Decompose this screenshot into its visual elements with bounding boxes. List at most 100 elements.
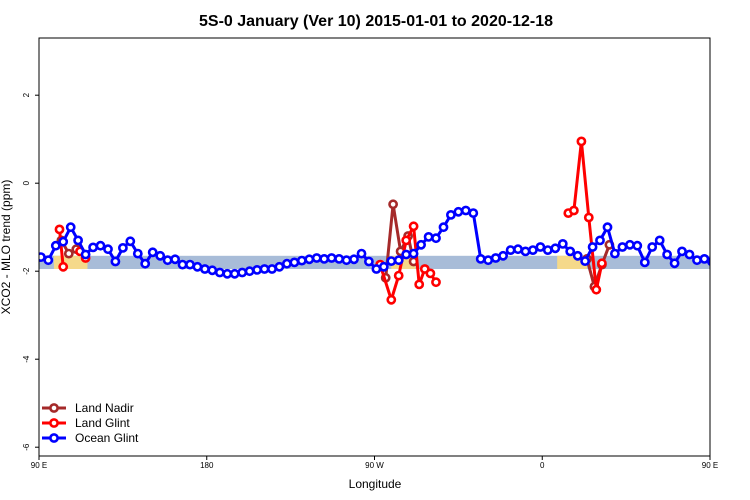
ocean-glint-point	[684, 249, 695, 260]
x-axis-title: Longitude	[349, 477, 402, 491]
land-glint-point	[583, 212, 594, 223]
ocean-glint-point	[445, 209, 456, 220]
legend-marker-ocean-glint	[49, 433, 59, 443]
y-tick-label: 2	[22, 92, 31, 97]
ocean-glint-point	[542, 245, 553, 255]
ocean-glint-point	[386, 256, 397, 266]
y-axis-title: XCO2 - MLO trend (ppm)	[0, 180, 13, 315]
ocean-glint-point	[557, 238, 568, 249]
x-tick-label: 0	[540, 461, 545, 470]
ocean-glint-point	[468, 208, 479, 218]
land-glint-point	[401, 235, 412, 246]
ocean-glint-point	[363, 256, 374, 267]
ocean-glint-point	[572, 250, 583, 261]
ocean-glint-point	[520, 246, 531, 257]
ocean-glint-point	[587, 242, 598, 252]
ocean-glint-point	[326, 253, 337, 263]
ocean-glint-point	[110, 256, 121, 267]
ocean-glint-point	[259, 264, 270, 274]
ocean-glint-point	[393, 255, 404, 266]
ocean-glint-point	[80, 249, 91, 260]
ocean-glint-point	[304, 254, 315, 265]
ocean-glint-point	[65, 222, 76, 233]
ocean-glint-point	[177, 259, 188, 270]
land-glint-point	[58, 261, 69, 272]
ocean-glint-point	[408, 248, 419, 259]
ocean-glint-point	[632, 240, 643, 251]
ocean-glint-point	[88, 242, 98, 253]
ocean-glint-point	[602, 222, 613, 233]
ocean-glint-point	[207, 265, 218, 276]
ocean-glint-point	[125, 236, 136, 247]
ocean-glint-point	[39, 252, 46, 262]
ocean-glint-point	[647, 242, 658, 252]
ocean-glint-point	[692, 255, 702, 266]
land-glint-point	[54, 224, 65, 235]
ocean-glint-point	[662, 249, 672, 260]
ocean-glint-point	[677, 246, 687, 257]
ocean-glint-point	[431, 233, 441, 244]
ocean-glint-point	[252, 264, 262, 275]
ocean-glint-point	[654, 235, 665, 246]
ocean-glint-point	[43, 255, 54, 266]
ocean-glint-point	[498, 250, 508, 261]
ocean-glint-point	[199, 264, 210, 274]
ocean-glint-point	[162, 255, 173, 266]
ocean-glint-point	[140, 258, 151, 269]
y-tick-label: 0	[22, 180, 31, 185]
land-glint-point	[425, 268, 436, 279]
ocean-glint-point	[483, 255, 494, 266]
x-tick-label: 90 W	[365, 461, 384, 470]
ocean-glint-point	[565, 246, 576, 257]
land-glint-line	[58, 229, 65, 267]
ocean-glint-point	[453, 206, 464, 217]
ocean-glint-point	[625, 239, 635, 250]
ocean-glint-point	[423, 231, 434, 242]
ocean-glint-point	[416, 239, 426, 250]
land-glint-point	[576, 136, 587, 147]
ocean-glint-point	[155, 250, 166, 261]
ocean-glint-point	[535, 242, 546, 252]
ocean-glint-point	[617, 242, 628, 252]
ocean-glint-point	[669, 258, 680, 269]
ocean-glint-point	[274, 261, 285, 272]
land-glint-point	[597, 258, 607, 269]
ocean-glint-point	[513, 244, 523, 255]
ocean-glint-point	[214, 267, 225, 278]
ocean-glint-point	[610, 248, 620, 259]
ocean-glint-point	[639, 257, 650, 268]
ocean-glint-point	[170, 254, 180, 265]
legend-marker-land-nadir	[49, 403, 59, 413]
ocean-glint-point	[595, 235, 605, 246]
y-tick-label: -4	[22, 355, 31, 363]
ocean-glint-point	[378, 261, 389, 272]
ocean-glint-point	[289, 257, 300, 268]
y-tick-label: -6	[22, 443, 31, 451]
legend-label-ocean-glint: Ocean Glint	[75, 431, 139, 445]
land-glint-point	[414, 279, 425, 290]
ocean-glint-point	[460, 205, 471, 216]
ocean-glint-point	[50, 240, 61, 251]
ocean-glint-point	[192, 261, 203, 272]
ocean-glint-point	[311, 253, 322, 263]
ocean-glint-point	[237, 267, 248, 278]
ocean-glint-point	[528, 245, 538, 255]
ocean-glint-point	[401, 249, 412, 260]
ocean-glint-point	[229, 268, 240, 279]
ocean-glint-point	[438, 222, 449, 233]
land-glint-point	[431, 277, 441, 288]
ocean-glint-point	[58, 236, 69, 247]
x-tick-label: 90 E	[31, 461, 47, 470]
ocean-glint-point	[244, 266, 255, 277]
ocean-glint-point	[319, 253, 330, 264]
legend-label-land-glint: Land Glint	[75, 416, 130, 430]
chart-title: 5S-0 January (Ver 10) 2015-01-01 to 2020…	[199, 13, 553, 30]
land-glint-point	[386, 294, 397, 305]
ocean-glint-point	[334, 253, 344, 264]
ocean-glint-point	[95, 240, 106, 251]
ocean-glint-point	[356, 248, 367, 259]
x-tick-label: 90 E	[702, 461, 718, 470]
ocean-glint-point	[341, 255, 352, 266]
ocean-glint-point	[281, 258, 292, 269]
ocean-glint-point	[296, 255, 307, 266]
